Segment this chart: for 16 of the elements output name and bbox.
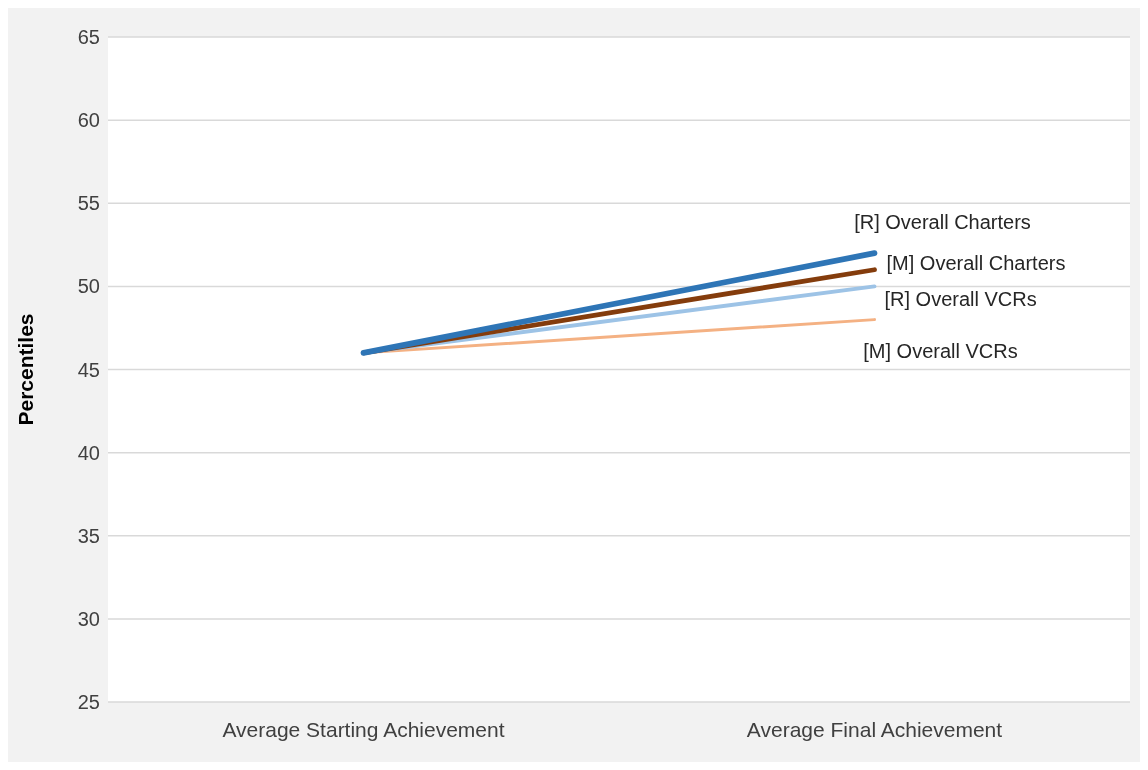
y-tick-label: 40 [77,441,100,464]
y-tick-label: 65 [77,26,100,49]
x-tick-label: Average Final Achievement [746,717,1003,741]
x-tick-label: Average Starting Achievement [222,717,505,741]
y-tick-label: 55 [77,192,100,215]
y-tick-label: 35 [77,524,100,547]
y-tick-label: 50 [77,275,100,298]
y-tick-label: 25 [77,691,100,714]
series-label: [R] Overall VCRs [884,288,1037,311]
series-label: [M] Overall Charters [886,251,1066,274]
series-label: [R] Overall Charters [854,211,1031,234]
y-tick-label: 60 [77,109,100,132]
y-tick-label: 45 [77,358,100,381]
series-label: [M] Overall VCRs [863,339,1018,362]
y-tick-label: 30 [77,607,100,630]
y-axis-title: Percentiles [14,313,38,426]
